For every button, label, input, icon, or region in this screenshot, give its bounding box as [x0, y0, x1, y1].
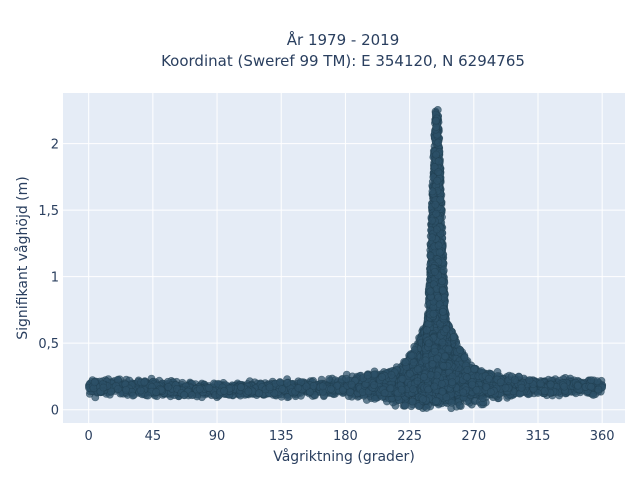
data-point: [587, 376, 596, 384]
data-point: [510, 376, 519, 384]
data-point: [195, 384, 204, 393]
data-point: [486, 388, 495, 396]
data-point: [496, 378, 505, 387]
data-point: [283, 378, 292, 387]
data-point: [525, 376, 534, 384]
data-point: [546, 380, 555, 389]
data-point: [164, 382, 173, 391]
data-point: [180, 390, 188, 399]
data-point: [114, 385, 122, 393]
data-point: [594, 385, 603, 394]
data-point: [560, 382, 569, 391]
chart-title-line1: År 1979 - 2019: [287, 30, 400, 49]
data-point: [574, 381, 582, 390]
data-point: [589, 391, 598, 399]
data-point: [460, 353, 469, 362]
data-point: [540, 387, 549, 396]
data-point: [386, 384, 395, 393]
data-point: [370, 370, 379, 379]
data-point: [276, 378, 285, 387]
plot-background: [63, 93, 625, 423]
data-point: [370, 381, 378, 389]
data-point: [455, 401, 464, 410]
data-point: [327, 385, 335, 393]
data-point: [255, 389, 263, 398]
data-point: [347, 380, 356, 389]
data-point: [99, 383, 108, 392]
data-point: [398, 374, 407, 383]
data-point: [407, 351, 416, 360]
data-point: [397, 385, 406, 394]
data-point: [244, 387, 253, 396]
data-point: [302, 382, 311, 391]
data-point: [405, 369, 414, 378]
data-point: [536, 379, 545, 388]
data-point: [278, 385, 287, 393]
data-point: [205, 384, 213, 392]
data-point: [90, 378, 99, 387]
data-point: [318, 382, 327, 391]
data-point: [309, 381, 318, 390]
data-point: [294, 383, 303, 392]
points-layer: [85, 106, 607, 413]
data-point: [378, 373, 386, 381]
data-point: [409, 385, 417, 393]
data-point: [463, 373, 471, 382]
data-point: [136, 386, 145, 395]
grid-layer: [63, 93, 625, 423]
data-point: [187, 391, 196, 400]
data-point: [380, 389, 389, 398]
data-point: [484, 374, 493, 383]
data-point: [422, 404, 431, 412]
data-point: [456, 346, 464, 354]
data-point: [517, 383, 526, 392]
data-point: [401, 358, 410, 367]
data-point: [409, 358, 418, 367]
data-point: [459, 388, 468, 397]
data-point: [408, 397, 417, 406]
data-point: [152, 388, 161, 396]
data-point: [220, 386, 228, 395]
data-point: [143, 391, 152, 400]
data-point: [128, 391, 137, 400]
data-point: [363, 371, 372, 380]
data-point: [470, 365, 479, 374]
data-point: [401, 401, 409, 410]
data-point: [463, 366, 472, 374]
data-point: [587, 382, 595, 391]
data-point: [468, 380, 476, 389]
data-point: [342, 374, 351, 383]
chart-title-line2: Koordinat (Sweref 99 TM): E 354120, N 62…: [161, 52, 525, 70]
data-point: [265, 383, 274, 392]
data-point: [236, 383, 245, 392]
data-point: [122, 385, 130, 394]
data-point: [387, 370, 396, 379]
